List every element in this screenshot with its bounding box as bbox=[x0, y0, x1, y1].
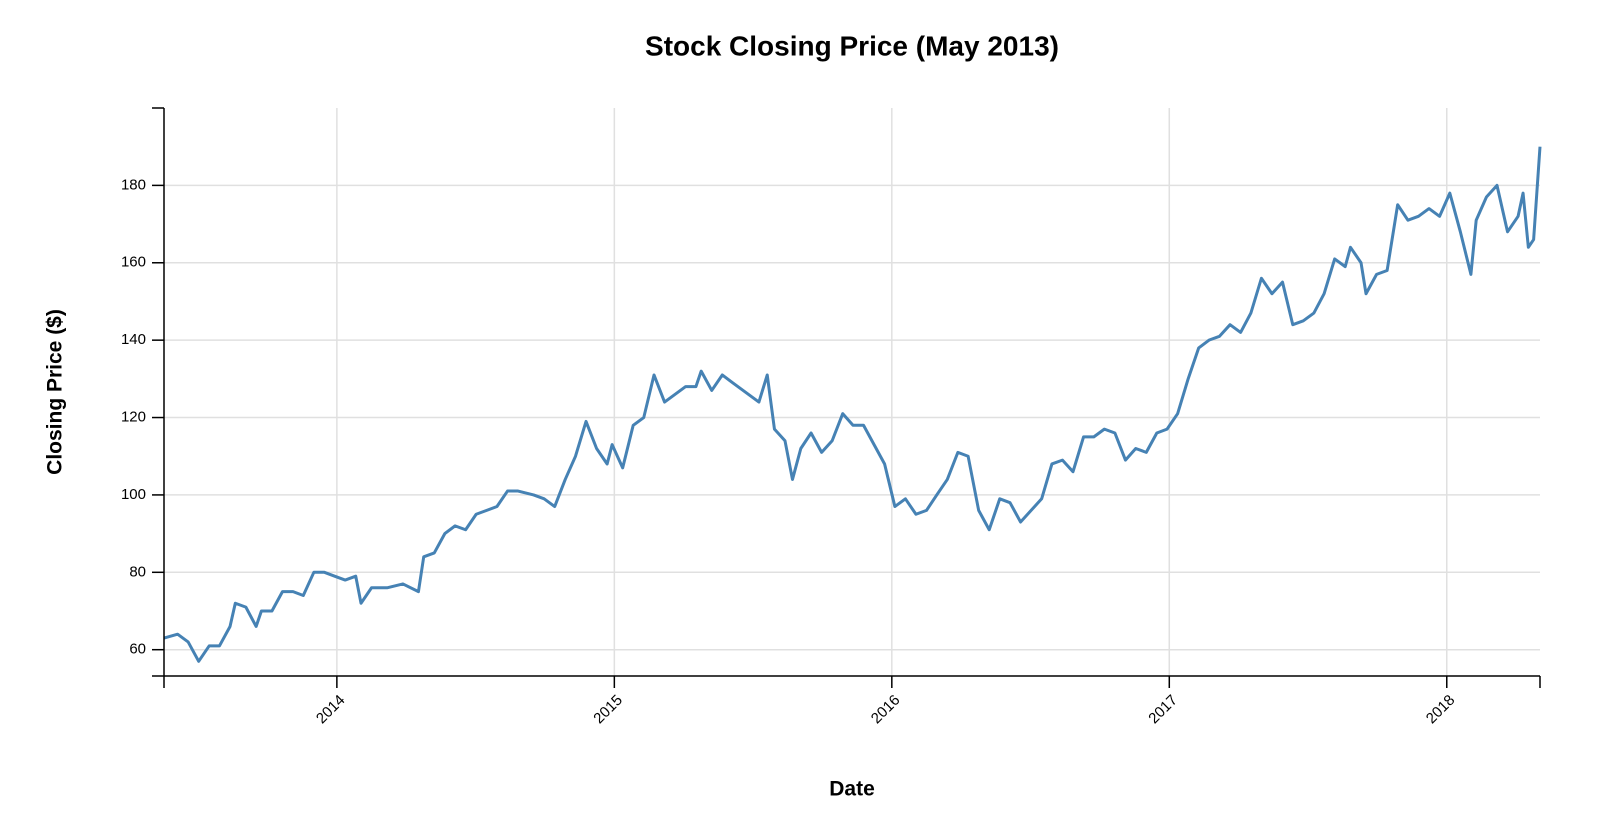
price-line bbox=[163, 146, 1542, 663]
chart-title: Stock Closing Price (May 2013) bbox=[645, 30, 1059, 61]
y-tick-label: 160 bbox=[121, 254, 146, 271]
y-tick-label: 140 bbox=[121, 331, 146, 348]
x-tick-label: 2017 bbox=[1145, 692, 1181, 728]
y-tick-label: 80 bbox=[129, 563, 146, 580]
y-tick-label: 120 bbox=[121, 409, 146, 426]
plot bbox=[163, 146, 1542, 663]
y-axis-label: Closing Price ($) bbox=[44, 309, 67, 475]
x-tick-label: 2016 bbox=[868, 692, 904, 728]
y-tick-label: 180 bbox=[121, 176, 146, 193]
x-tick-label: 2015 bbox=[590, 692, 626, 728]
y-tick-label: 100 bbox=[121, 486, 146, 503]
y-tick-label: 60 bbox=[129, 641, 146, 658]
x-axis-label: Date bbox=[829, 778, 875, 801]
x-tick-label: 2014 bbox=[313, 692, 349, 728]
x-tick-label: 2018 bbox=[1423, 692, 1459, 728]
